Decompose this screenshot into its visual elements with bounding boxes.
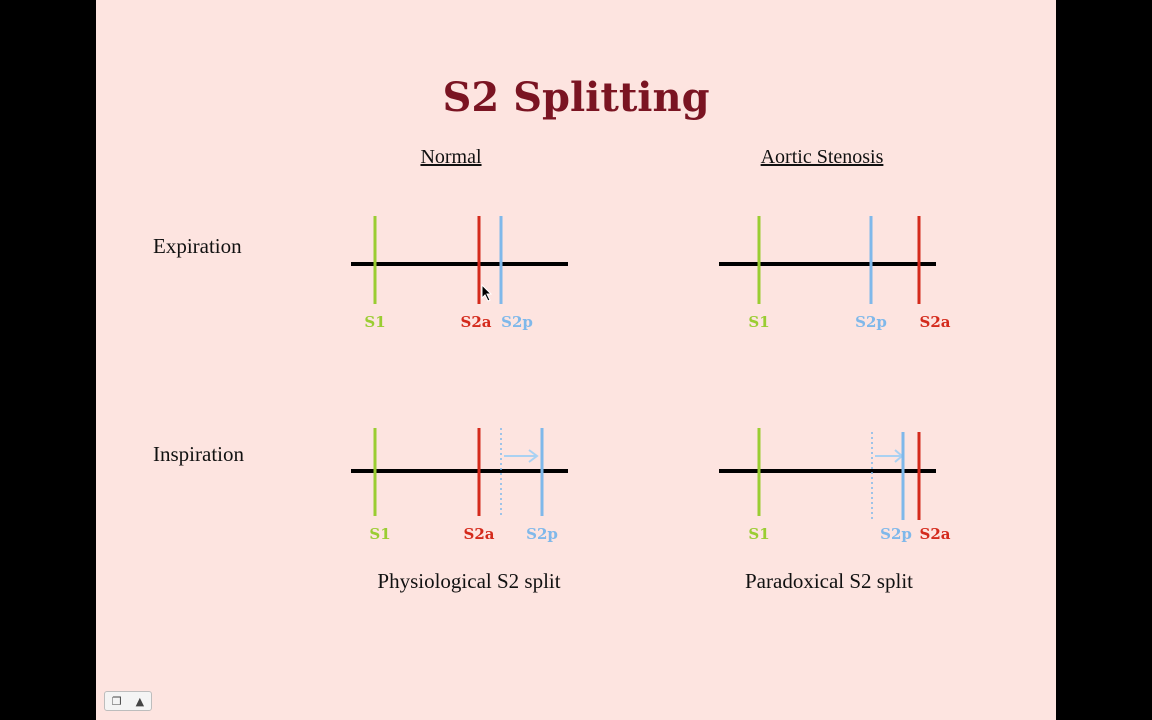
s2p-label: S2p xyxy=(880,525,912,543)
slide: S2 Splitting xyxy=(96,0,1056,720)
s2p-label: S2p xyxy=(501,313,533,331)
row-label-expiration: Expiration xyxy=(153,234,242,258)
up-arrow-icon[interactable]: ▲ xyxy=(135,694,145,708)
s2p-label: S2p xyxy=(855,313,887,331)
caption-physiological-split: Physiological S2 split xyxy=(377,569,561,593)
panel-aortic-expiration: S1 S2p S2a xyxy=(719,216,951,331)
slides-icon[interactable]: ❐ xyxy=(111,694,122,708)
caption-paradoxical-split: Paradoxical S2 split xyxy=(745,569,913,593)
panel-normal-expiration: S1 S2a S2p xyxy=(351,216,568,331)
s1-label: S1 xyxy=(748,525,769,543)
shift-arrow-head xyxy=(528,449,539,463)
s2a-label: S2a xyxy=(461,313,492,331)
s2a-label: S2a xyxy=(920,525,951,543)
column-heading-normal: Normal xyxy=(420,146,482,168)
s2p-label: S2p xyxy=(526,525,558,543)
panel-normal-inspiration: S1 S2a S2p xyxy=(351,428,568,543)
row-label-inspiration: Inspiration xyxy=(153,442,244,466)
s1-label: S1 xyxy=(748,313,769,331)
s2a-label: S2a xyxy=(464,525,495,543)
s1-label: S1 xyxy=(364,313,385,331)
mouse-cursor-icon xyxy=(481,284,493,302)
slide-toolbar: ❐ ▲ xyxy=(104,691,152,711)
s2a-label: S2a xyxy=(920,313,951,331)
panel-aortic-inspiration: S1 S2p S2a xyxy=(719,428,951,543)
slide-title: S2 Splitting xyxy=(442,74,710,121)
column-heading-aortic-stenosis: Aortic Stenosis xyxy=(760,146,884,168)
s1-label: S1 xyxy=(369,525,390,543)
